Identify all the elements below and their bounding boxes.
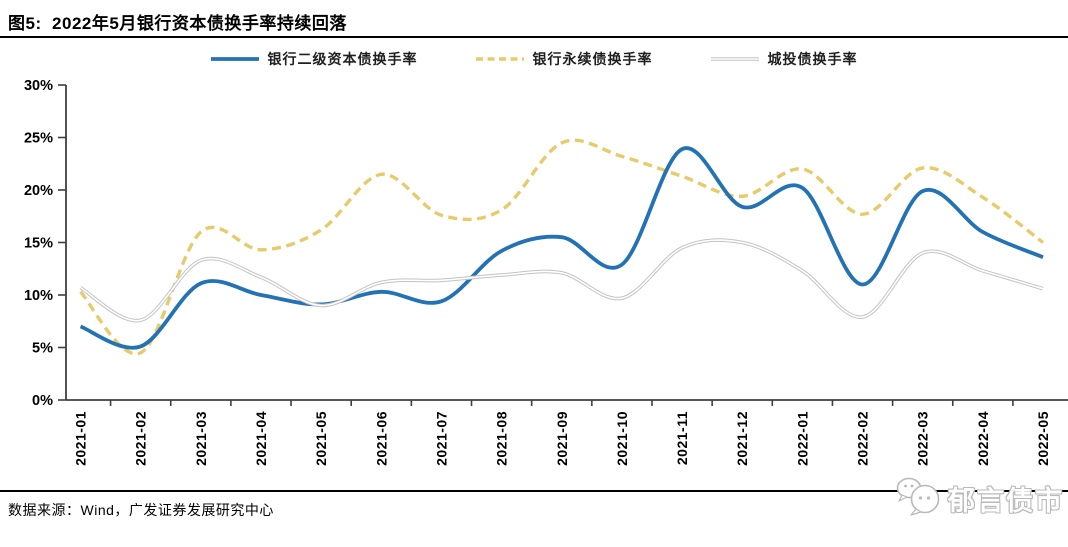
x-tick-label: 2021-08 (494, 411, 510, 466)
legend-line-sample-dashed (475, 57, 524, 61)
x-tick-label: 2021-05 (313, 411, 329, 466)
legend-label: 城投债换手率 (767, 51, 858, 67)
x-tick-label: 2022-04 (975, 411, 991, 466)
legend-label: 银行永续债换手率 (532, 51, 653, 67)
y-tick-label: 30% (24, 80, 53, 94)
x-tick-label: 2021-07 (433, 411, 449, 466)
x-tick-label: 2021-11 (674, 411, 690, 465)
x-tick-label: 2022-02 (855, 411, 871, 466)
legend-line-sample-solid (210, 57, 259, 61)
x-tick-label: 2022-03 (915, 411, 931, 466)
x-tick-label: 2021-09 (554, 411, 570, 466)
series-line-urban-investment-bond (79, 238, 1044, 323)
x-tick-label: 2022-05 (1035, 411, 1051, 466)
y-tick-label: 0% (32, 393, 53, 409)
title-divider (0, 36, 1068, 38)
brand-name: 郁言债市 (948, 485, 1064, 516)
y-tick-label: 25% (24, 131, 53, 147)
y-tick-label: 20% (24, 183, 53, 199)
x-tick-label: 2022-01 (794, 411, 810, 466)
source-note: 数据来源：Wind，广发证券发展研究中心 (8, 502, 274, 518)
brand-logo: 郁言债市 (894, 474, 1064, 527)
y-tick-label: 15% (24, 236, 53, 252)
series-line-urban-investment-bond-inner (80, 239, 1044, 322)
figure-footer: 数据来源：Wind，广发证券发展研究中心 郁言债市 (0, 477, 1068, 547)
x-tick-label: 2021-03 (193, 411, 209, 466)
x-tick-label: 2021-01 (73, 411, 89, 466)
figure-header: 图5: 2022年5月银行资本债换手率持续回落 (0, 0, 1068, 38)
legend-item-tier2-capital-bond: 银行二级资本债换手率 (210, 49, 418, 69)
x-tick-label: 2021-12 (734, 411, 750, 466)
footer-divider (0, 490, 1068, 492)
chart-area: 0% 5% 10% 15% 20% 25% 30% 2021-01 2021-02 2021-03… (0, 78, 1068, 484)
series-line-perpetual-bond (79, 138, 1045, 356)
x-tick-label: 2021-10 (614, 411, 630, 466)
legend-item-urban-investment-bond: 城投债换手率 (710, 49, 858, 69)
legend-label: 银行二级资本债换手率 (267, 51, 418, 67)
figure-title: 图5: 2022年5月银行资本债换手率持续回落 (8, 14, 347, 33)
x-tick-label: 2021-06 (373, 411, 389, 466)
y-tick-label: 10% (24, 288, 53, 304)
line-chart: 0% 5% 10% 15% 20% 25% 30% 2021-01 2021-02 2021-03… (24, 78, 1068, 466)
wechat-bubbles-icon (894, 474, 946, 527)
y-tick-label: 5% (32, 341, 53, 357)
x-tick-label: 2021-02 (133, 411, 149, 466)
series-line-tier2-capital-bond (79, 146, 1044, 350)
legend-item-perpetual-bond: 银行永续债换手率 (475, 49, 653, 69)
x-tick-label: 2021-04 (253, 411, 269, 466)
legend-line-sample-double (710, 57, 759, 61)
chart-legend: 银行二级资本债换手率 银行永续债换手率 城投债换手率 (0, 38, 1068, 80)
